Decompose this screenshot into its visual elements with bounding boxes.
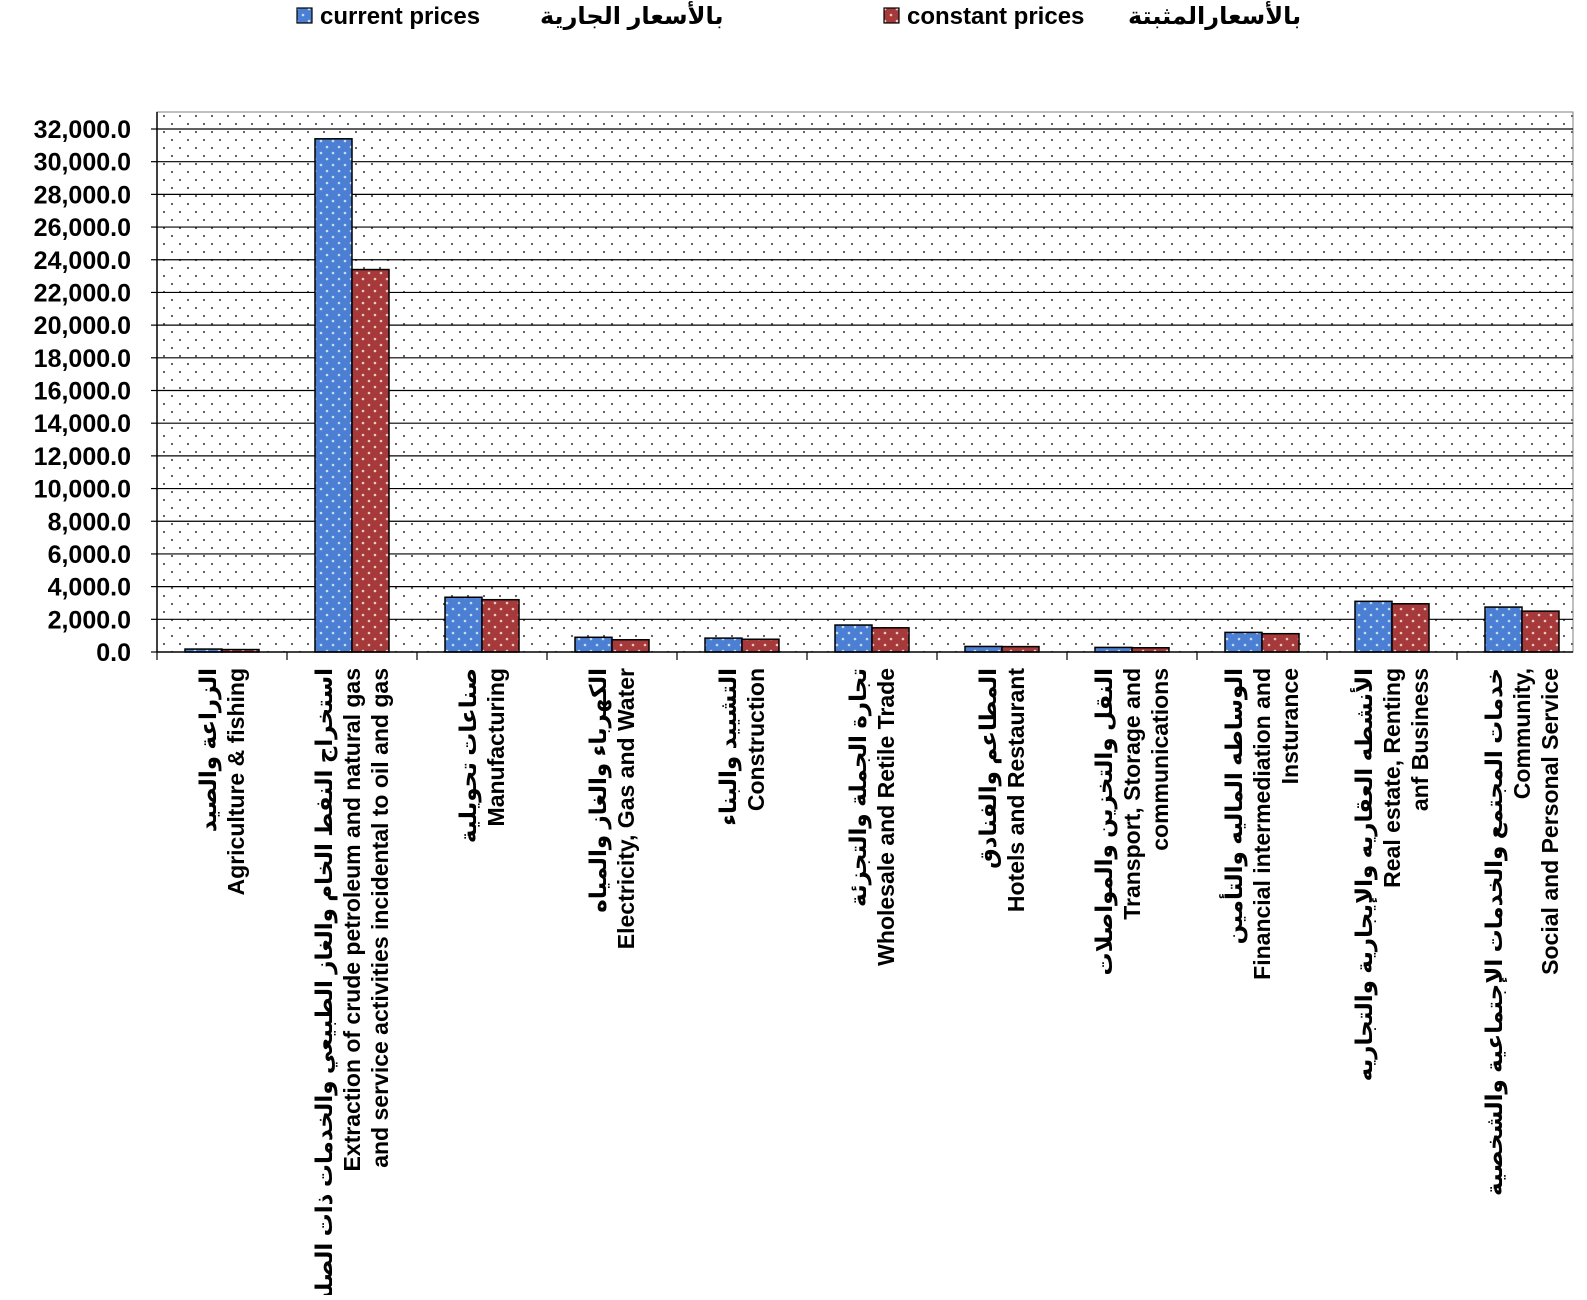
- bar: [1391, 603, 1430, 653]
- bar: [834, 624, 873, 653]
- y-tick-label: 26,000.0: [34, 214, 131, 242]
- x-category-label: خدمات المجتمع والخدمات الإجتماعية والشخص…: [1481, 668, 1563, 1196]
- y-tick-label: 8,000.0: [48, 508, 131, 536]
- y-axis: 0.0 2,000.0 4,000.0 6,000.0 8,000.0 10,000.0 1…: [34, 112, 158, 667]
- x-tick-label: تجارة الجملة والتجزئة: [845, 668, 872, 907]
- x-tick-label: and service activities incidental to oil…: [367, 668, 393, 1168]
- x-tick-label: التشييد والبناء: [715, 668, 742, 826]
- bar: [1484, 606, 1523, 653]
- x-category-label: تجارة الجملة والتجزئة Wholesale and Retil…: [845, 668, 899, 966]
- x-tick-label: Community,: [1509, 668, 1535, 799]
- x-tick-label: Insturance: [1277, 668, 1303, 784]
- x-tick-label: الزراعة والصيد: [195, 668, 222, 832]
- bar: [741, 638, 780, 653]
- x-tick-label: Agriculture & fishing: [223, 668, 249, 895]
- bar: [481, 598, 520, 653]
- y-tick-label: 18,000.0: [34, 345, 131, 373]
- x-tick-label: Manufacturing: [483, 668, 509, 826]
- bar: [574, 636, 613, 653]
- x-tick-label: النقل والتخزين والمواصلات: [1091, 668, 1118, 976]
- y-tick-label: 28,000.0: [34, 181, 131, 209]
- legend-label-ar: بالأسعارالمثبتة: [1128, 1, 1301, 30]
- x-tick-label: الأنشطه العقاريه والإيجارية والتجاريه: [1349, 668, 1378, 1081]
- bar: [1261, 632, 1300, 653]
- bar: [351, 268, 390, 653]
- bar: [964, 645, 1003, 653]
- x-tick-label: الكهرباء والغاز والمياه: [585, 668, 612, 913]
- bar: [314, 138, 353, 653]
- x-tick-label: Real estate, Renting: [1379, 668, 1405, 888]
- legend-label: constant prices: [907, 3, 1084, 30]
- x-category-label: الأنشطه العقاريه والإيجارية والتجاريه Rea…: [1349, 668, 1433, 1081]
- bar: [611, 638, 650, 653]
- x-tick-label: Financial intermediation and: [1249, 668, 1275, 980]
- y-tick-label: 32,000.0: [34, 116, 131, 144]
- bar: [704, 637, 743, 653]
- x-tick-label: الوساطه الماليه والتأمين: [1218, 668, 1248, 944]
- x-axis: الزراعة والصيد Agriculture & fishing استخر…: [156, 651, 1573, 1300]
- y-tick-label: 22,000.0: [34, 279, 131, 307]
- legend-swatch: [296, 7, 313, 24]
- y-tick-label: 2,000.0: [48, 606, 131, 634]
- x-tick-label: Wholesale and Retile Trade: [873, 668, 899, 966]
- y-tick-label: 4,000.0: [48, 574, 131, 602]
- chart-legend: current prices بالأسعار الجارية constant p…: [296, 1, 1301, 30]
- y-tick-label: 10,000.0: [34, 476, 131, 504]
- x-tick-label: المطاعم والفنادق: [975, 668, 1002, 869]
- x-tick-label: استخراج النفط الخام والغاز الطبيعي والخد…: [311, 668, 338, 1295]
- y-tick-label: 14,000.0: [34, 410, 131, 438]
- y-tick-label: 0.0: [96, 639, 131, 667]
- bar: [444, 596, 483, 653]
- x-tick-label: صناعات تحويلية: [455, 668, 482, 843]
- y-tick-label: 16,000.0: [34, 378, 131, 406]
- x-tick-label: Construction: [743, 668, 769, 811]
- x-category-label: الزراعة والصيد Agriculture & fishing: [195, 668, 249, 895]
- x-tick-label: anf Business: [1407, 668, 1433, 811]
- y-tick-label: 24,000.0: [34, 247, 131, 275]
- bars: [184, 138, 1560, 653]
- y-tick-label: 12,000.0: [34, 443, 131, 471]
- x-category-label: الوساطه الماليه والتأمين Financial interm…: [1218, 668, 1303, 980]
- x-category-label: صناعات تحويلية Manufacturing: [455, 668, 509, 843]
- x-category-label: التشييد والبناء Construction: [715, 668, 769, 826]
- x-category-label: استخراج النفط الخام والغاز الطبيعي والخد…: [311, 668, 393, 1300]
- bar: [1521, 610, 1560, 653]
- x-tick-label: خدمات المجتمع والخدمات الإجتماعية والشخص…: [1481, 668, 1508, 1196]
- legend-label-ar: بالأسعار الجارية: [540, 1, 723, 30]
- x-tick-label: communications: [1147, 668, 1173, 851]
- x-tick-label: Electricity, Gas and Water: [613, 668, 639, 949]
- x-tick-label: Extraction of crude petroleum and natura…: [339, 668, 365, 1172]
- legend-label: current prices: [320, 3, 480, 30]
- bar: [1354, 600, 1393, 653]
- y-tick-label: 6,000.0: [48, 541, 131, 569]
- y-tick-label: 20,000.0: [34, 312, 131, 340]
- bar: [871, 627, 910, 653]
- plot-area: [156, 111, 1574, 653]
- x-tick-label: Hotels and Restaurant: [1003, 668, 1029, 912]
- bar: [1001, 645, 1040, 653]
- x-category-label: الكهرباء والغاز والمياه Electricity, Gas …: [585, 668, 639, 949]
- x-tick-label: Social and Personal Service: [1537, 668, 1563, 975]
- plot-background: [156, 111, 1574, 653]
- legend-swatch: [883, 7, 900, 24]
- x-tick-label: Transport, Storage and: [1119, 668, 1145, 920]
- x-category-label: المطاعم والفنادق Hotels and Restaurant: [975, 668, 1029, 912]
- y-tick-label: 30,000.0: [34, 149, 131, 177]
- x-category-label: النقل والتخزين والمواصلات Transport, Stor…: [1091, 668, 1173, 976]
- bar: [1224, 631, 1263, 653]
